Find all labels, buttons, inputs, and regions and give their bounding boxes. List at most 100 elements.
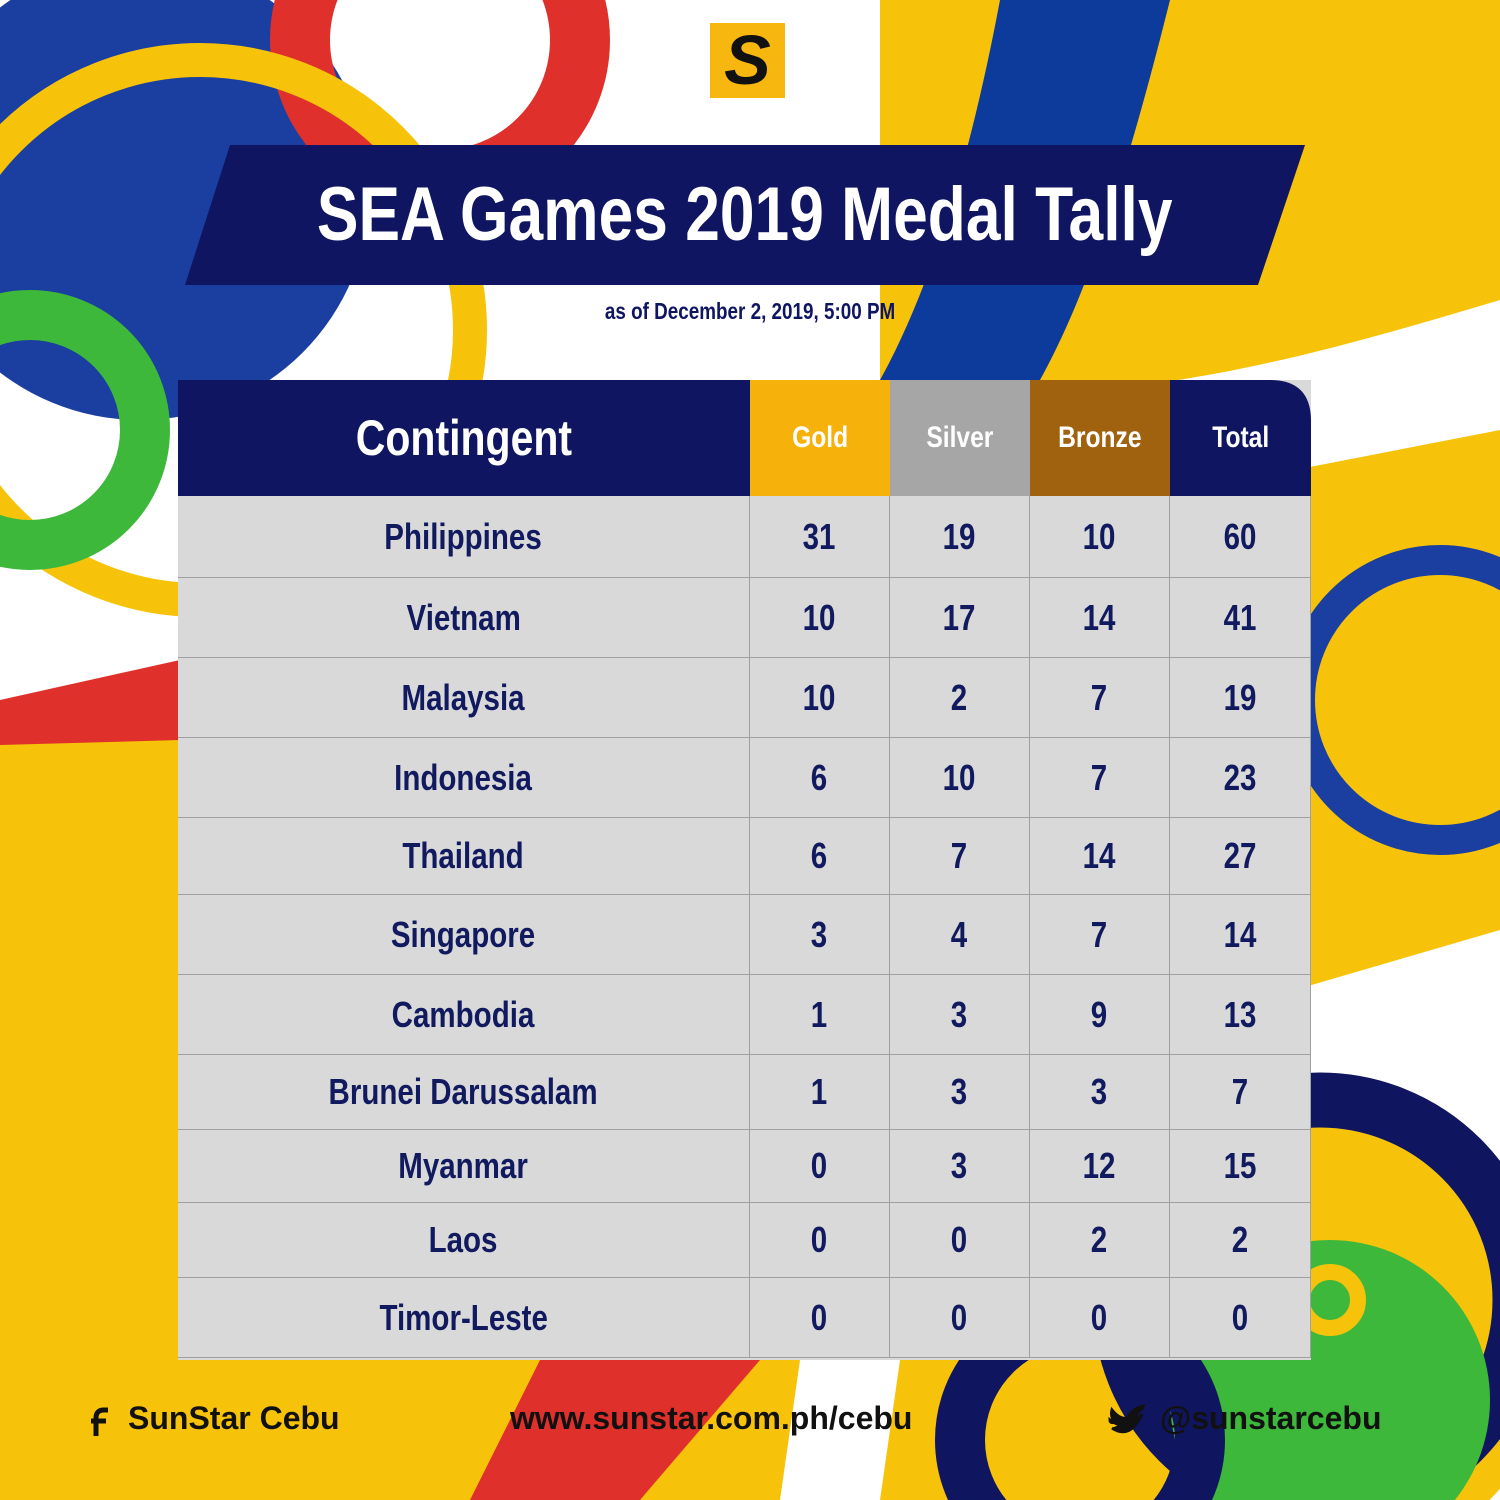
- medal-cell: 3: [1030, 1055, 1170, 1130]
- column-header: Gold: [750, 380, 890, 496]
- medal-cell: 2: [1030, 1203, 1170, 1278]
- medal-cell: 0: [750, 1130, 890, 1203]
- medal-cell-text: 7: [1091, 913, 1108, 955]
- medal-cell-text: 14: [1223, 913, 1257, 955]
- medal-cell-text: 13: [1223, 993, 1257, 1035]
- contingent-cell-text: Thailand: [402, 835, 525, 876]
- medal-cell-text: 14: [1083, 835, 1116, 876]
- column-header-text: Total: [1212, 421, 1269, 454]
- medal-cell: 10: [1030, 496, 1170, 578]
- column-header-text: Contingent: [355, 410, 573, 466]
- medal-cell: 17: [890, 578, 1030, 658]
- column-header-text: Bronze: [1058, 421, 1142, 454]
- title-text: SEA Games 2019 Medal Tally: [317, 172, 1173, 257]
- medal-cell-text: 31: [803, 515, 836, 557]
- facebook-handle: SunStar Cebu: [128, 1400, 340, 1436]
- medal-cell: 0: [890, 1278, 1030, 1358]
- medal-cell-text: 10: [943, 756, 976, 798]
- contingent-cell-text: Malaysia: [401, 676, 526, 718]
- contingent-cell-text: Cambodia: [392, 993, 535, 1035]
- contingent-cell-text: Indonesia: [394, 756, 533, 798]
- medal-cell: 0: [750, 1278, 890, 1358]
- contingent-cell: Singapore: [178, 895, 750, 975]
- column-header-text: Silver: [926, 421, 994, 454]
- subtitle-text: as of December 2, 2019, 5:00 PM: [604, 298, 896, 324]
- medal-cell-text: 3: [951, 1145, 968, 1186]
- medal-cell: 15: [1170, 1130, 1311, 1203]
- medal-cell: 9: [1030, 975, 1170, 1055]
- medal-cell: 0: [750, 1203, 890, 1278]
- contingent-cell: Timor-Leste: [178, 1278, 750, 1358]
- medal-cell-text: 1: [811, 993, 828, 1035]
- medal-cell-text: 3: [1091, 1071, 1108, 1112]
- medal-cell-text: 7: [1091, 676, 1108, 718]
- contingent-cell-text: Timor-Leste: [379, 1296, 548, 1338]
- contingent-cell: Brunei Darussalam: [178, 1055, 750, 1130]
- medal-cell-text: 0: [811, 1145, 828, 1186]
- contingent-cell-text: Laos: [429, 1219, 498, 1260]
- medal-cell-text: 27: [1223, 835, 1257, 876]
- medal-cell: 14: [1170, 895, 1311, 975]
- medal-cell-text: 9: [1091, 993, 1108, 1035]
- medal-cell-text: 12: [1083, 1145, 1116, 1186]
- contingent-cell: Indonesia: [178, 738, 750, 818]
- contingent-cell-text: Myanmar: [398, 1145, 529, 1186]
- medal-cell: 1: [750, 975, 890, 1055]
- contingent-cell: Cambodia: [178, 975, 750, 1055]
- medal-cell: 19: [1170, 658, 1311, 738]
- medal-cell: 41: [1170, 578, 1311, 658]
- medal-cell: 2: [890, 658, 1030, 738]
- medal-cell: 10: [750, 658, 890, 738]
- contingent-cell-text: Singapore: [391, 913, 536, 955]
- contingent-cell: Thailand: [178, 818, 750, 895]
- twitter-handle: @sunstarcebu: [1160, 1400, 1382, 1436]
- medal-cell: 3: [890, 975, 1030, 1055]
- medal-cell: 7: [1030, 895, 1170, 975]
- medal-cell: 1: [750, 1055, 890, 1130]
- medal-cell: 10: [890, 738, 1030, 818]
- medal-cell: 23: [1170, 738, 1311, 818]
- medal-cell: 7: [1030, 738, 1170, 818]
- medal-cell-text: 7: [1231, 1071, 1249, 1112]
- medal-cell: 10: [750, 578, 890, 658]
- website: www.sunstar.com.ph/cebu: [510, 1400, 913, 1436]
- medal-cell: 3: [750, 895, 890, 975]
- medal-cell: 3: [890, 1055, 1030, 1130]
- medal-cell: 6: [750, 818, 890, 895]
- medal-cell: 7: [890, 818, 1030, 895]
- logo: S: [710, 23, 785, 98]
- medal-cell-text: 0: [811, 1219, 828, 1260]
- medal-cell-text: 3: [951, 993, 968, 1035]
- medal-cell-text: 0: [1231, 1296, 1249, 1338]
- medal-cell-text: 23: [1223, 756, 1257, 798]
- medal-cell-text: 0: [1091, 1296, 1108, 1338]
- contingent-cell: Malaysia: [178, 658, 750, 738]
- contingent-cell: Vietnam: [178, 578, 750, 658]
- medal-cell-text: 7: [951, 835, 968, 876]
- medal-cell-text: 15: [1223, 1145, 1257, 1186]
- medal-cell-text: 6: [811, 756, 828, 798]
- contingent-cell-text: Vietnam: [406, 596, 521, 638]
- contingent-cell: Laos: [178, 1203, 750, 1278]
- subtitle: as of December 2, 2019, 5:00 PM: [450, 298, 1050, 325]
- contingent-cell-text: Brunei Darussalam: [328, 1071, 599, 1112]
- medal-cell: 13: [1170, 975, 1311, 1055]
- medal-cell: 31: [750, 496, 890, 578]
- medal-cell: 7: [1170, 1055, 1311, 1130]
- medal-cell: 3: [890, 1130, 1030, 1203]
- medal-cell-text: 6: [811, 835, 828, 876]
- medal-cell-text: 10: [1083, 515, 1116, 557]
- medal-cell: 7: [1030, 658, 1170, 738]
- medal-cell-text: 7: [1091, 756, 1108, 798]
- medal-cell-text: 3: [811, 913, 828, 955]
- medal-cell: 14: [1030, 818, 1170, 895]
- medal-cell-text: 0: [811, 1296, 828, 1338]
- column-header: Contingent: [178, 380, 750, 496]
- medal-cell-text: 3: [951, 1071, 968, 1112]
- medal-cell-text: 19: [1223, 676, 1257, 718]
- medal-cell: 0: [890, 1203, 1030, 1278]
- medal-cell-text: 19: [943, 515, 976, 557]
- medal-cell-text: 10: [803, 596, 836, 638]
- medal-cell-text: 10: [803, 676, 836, 718]
